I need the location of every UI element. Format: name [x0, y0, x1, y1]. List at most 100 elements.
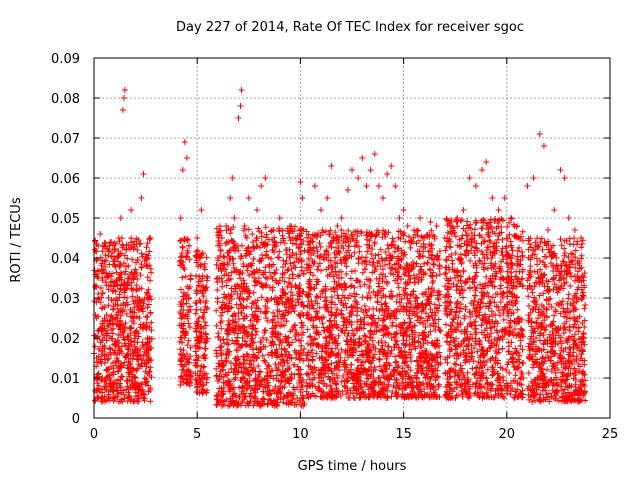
data-point — [123, 246, 130, 253]
data-point — [194, 372, 201, 379]
data-point — [235, 316, 242, 323]
data-point — [125, 358, 132, 365]
data-point — [146, 357, 153, 364]
data-point — [278, 390, 285, 397]
data-point — [255, 349, 262, 356]
data-point — [275, 298, 282, 305]
data-point — [200, 293, 207, 300]
data-point — [284, 377, 291, 384]
data-point — [298, 378, 305, 385]
data-point — [300, 238, 307, 245]
data-point — [218, 388, 225, 395]
data-point — [233, 357, 240, 364]
data-point — [144, 340, 151, 347]
data-point — [253, 354, 260, 361]
data-point — [112, 288, 119, 295]
data-point — [240, 304, 247, 311]
data-point — [195, 345, 202, 352]
data-point — [103, 312, 110, 319]
data-point — [325, 345, 332, 352]
data-point — [125, 365, 132, 372]
data-point — [263, 231, 270, 238]
data-point — [258, 239, 265, 246]
data-point — [202, 345, 209, 352]
data-point — [181, 334, 188, 341]
data-point — [115, 322, 122, 329]
data-point — [204, 336, 211, 343]
data-point — [139, 305, 146, 312]
data-point — [129, 293, 136, 300]
data-point — [235, 325, 242, 332]
data-point — [195, 324, 202, 331]
data-point — [132, 297, 139, 304]
data-point — [292, 326, 299, 333]
data-points — [91, 87, 589, 409]
data-point — [141, 257, 148, 264]
data-point — [269, 284, 276, 291]
data-point — [271, 349, 278, 356]
data-point — [381, 380, 388, 387]
data-point — [129, 256, 136, 263]
data-point — [214, 295, 221, 302]
data-point — [103, 351, 110, 358]
data-point — [282, 351, 289, 358]
data-point — [298, 258, 305, 265]
data-point — [122, 342, 129, 349]
data-point — [265, 361, 272, 368]
data-point — [280, 399, 287, 406]
data-point — [147, 277, 154, 284]
data-point — [249, 332, 256, 339]
data-point — [334, 292, 341, 299]
data-point — [442, 269, 449, 276]
data-point — [422, 302, 429, 309]
data-point — [289, 271, 296, 278]
data-point — [140, 321, 147, 328]
data-point — [275, 319, 282, 326]
data-point — [100, 320, 107, 327]
data-point — [435, 288, 442, 295]
data-point — [99, 394, 106, 401]
data-point — [265, 363, 272, 370]
data-point — [201, 319, 208, 326]
data-point — [192, 325, 199, 332]
data-point — [413, 294, 420, 301]
data-point — [217, 398, 224, 405]
data-point — [115, 331, 122, 338]
data-point — [203, 376, 210, 383]
data-point — [266, 284, 273, 291]
data-point — [318, 348, 325, 355]
data-point — [339, 388, 346, 395]
data-point — [283, 357, 290, 364]
data-point — [230, 260, 237, 267]
data-point — [127, 350, 134, 357]
data-point — [114, 368, 121, 375]
data-point — [187, 353, 194, 360]
data-point — [185, 337, 192, 344]
data-point — [452, 361, 459, 368]
data-point — [259, 352, 266, 359]
data-point — [239, 334, 246, 341]
data-point — [257, 244, 264, 251]
data-point — [241, 280, 248, 287]
data-point — [246, 392, 253, 399]
data-point — [202, 286, 209, 293]
data-point — [414, 232, 421, 239]
data-point — [181, 369, 188, 376]
data-point — [203, 335, 210, 342]
data-point — [250, 289, 257, 296]
data-point — [99, 347, 106, 354]
data-point — [269, 247, 276, 254]
data-point — [107, 363, 114, 370]
data-point — [250, 402, 257, 409]
data-point — [303, 370, 310, 377]
data-point — [393, 298, 400, 305]
data-point — [119, 323, 126, 330]
data-point — [114, 380, 121, 387]
data-point — [245, 226, 252, 233]
data-point — [132, 266, 139, 273]
data-point — [331, 312, 338, 319]
data-point — [273, 241, 280, 248]
data-point — [285, 397, 292, 404]
data-point — [263, 282, 270, 289]
